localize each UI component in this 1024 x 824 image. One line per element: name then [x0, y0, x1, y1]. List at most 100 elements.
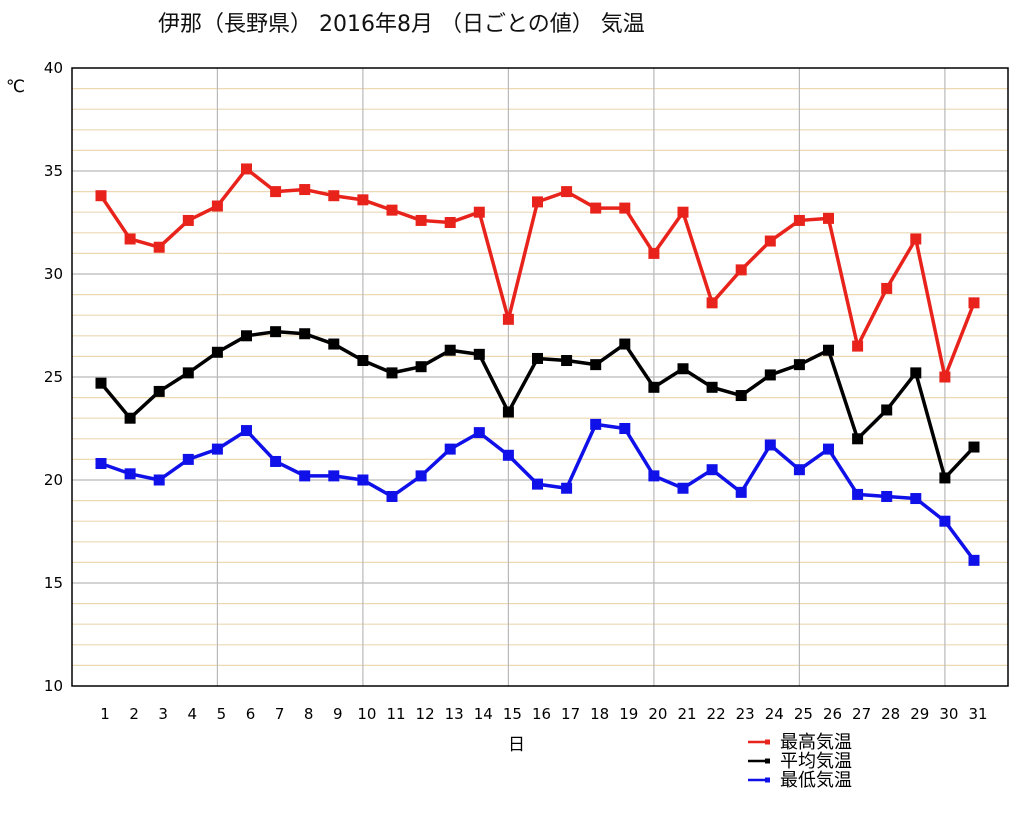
data-point	[328, 338, 340, 350]
data-point	[706, 297, 718, 309]
y-axis-unit: ℃	[6, 77, 25, 97]
data-point	[648, 247, 660, 259]
data-point	[124, 468, 136, 480]
x-tick-label: 13	[445, 705, 464, 723]
data-point	[153, 474, 165, 486]
data-point	[211, 200, 223, 212]
data-point	[764, 439, 776, 451]
data-point	[968, 554, 980, 566]
x-tick-label: 21	[677, 705, 696, 723]
data-point	[444, 344, 456, 356]
data-point	[182, 214, 194, 226]
data-point	[561, 186, 573, 198]
data-point	[677, 482, 689, 494]
data-point	[648, 381, 660, 393]
y-tick-label: 30	[44, 265, 63, 283]
y-tick-label: 40	[44, 59, 63, 77]
x-tick-label: 25	[794, 705, 813, 723]
x-tick-label: 11	[386, 705, 405, 723]
data-point	[852, 433, 864, 445]
x-tick-label: 10	[357, 705, 376, 723]
data-point	[270, 455, 282, 467]
data-point	[823, 212, 834, 224]
data-point	[357, 194, 369, 206]
data-point	[823, 443, 834, 455]
data-point	[95, 458, 107, 470]
data-point	[939, 472, 951, 484]
legend-label: 平均気温	[780, 751, 852, 772]
data-point	[211, 443, 223, 455]
data-point	[241, 425, 252, 437]
data-point	[735, 486, 747, 498]
series-line	[100, 422, 976, 562]
legend-item: 最低気温	[748, 770, 852, 791]
legend-label: 最高気温	[780, 732, 852, 753]
data-point	[968, 297, 980, 309]
data-point	[881, 282, 893, 294]
data-point	[852, 340, 864, 352]
x-tick-label: 9	[333, 705, 343, 723]
y-tick-label: 10	[44, 677, 63, 695]
data-point	[241, 330, 252, 342]
series-group	[95, 163, 980, 383]
x-tick-label: 29	[910, 705, 929, 723]
data-point	[182, 367, 194, 379]
y-tick-label: 20	[44, 471, 63, 489]
data-point	[270, 186, 282, 198]
data-point	[677, 206, 689, 218]
x-tick-label: 20	[648, 705, 667, 723]
data-point	[619, 338, 631, 350]
y-tick-label: 35	[44, 162, 63, 180]
data-point	[677, 363, 689, 375]
data-point	[561, 482, 573, 494]
data-point	[939, 515, 951, 527]
legend-marker	[765, 739, 770, 745]
data-point	[357, 355, 369, 367]
data-point	[95, 377, 107, 389]
data-point	[968, 441, 980, 453]
data-point	[415, 214, 427, 226]
data-point	[852, 488, 864, 500]
data-point	[473, 427, 485, 439]
data-point	[444, 217, 456, 228]
data-point	[182, 453, 194, 465]
x-tick-label: 12	[416, 705, 435, 723]
x-tick-label: 17	[561, 705, 580, 723]
data-point	[299, 470, 311, 482]
series-group	[95, 418, 980, 566]
x-tick-label: 16	[532, 705, 551, 723]
x-tick-label: 19	[619, 705, 638, 723]
data-point	[473, 348, 485, 360]
legend-item: 平均気温	[748, 751, 852, 772]
x-tick-label: 3	[158, 705, 168, 723]
x-tick-label: 26	[823, 705, 842, 723]
data-point	[910, 367, 922, 379]
series	[95, 163, 980, 566]
x-tick-label: 23	[736, 705, 755, 723]
x-tick-label: 18	[590, 705, 609, 723]
data-point	[502, 313, 514, 325]
chart-title: 伊那（長野県） 2016年8月 （日ごとの値） 気温	[158, 12, 645, 37]
data-point	[793, 214, 805, 226]
data-point	[153, 385, 165, 397]
data-point	[415, 361, 427, 373]
data-point	[386, 490, 398, 502]
data-point	[590, 418, 602, 430]
data-point	[735, 390, 747, 402]
x-tick-label: 27	[852, 705, 871, 723]
data-point	[793, 359, 805, 371]
data-point	[299, 184, 311, 196]
data-point	[124, 412, 136, 424]
x-tick-label: 24	[765, 705, 784, 723]
x-tick-label: 30	[939, 705, 958, 723]
legend-marker	[765, 758, 770, 764]
data-point	[95, 190, 107, 202]
y-tick-label: 15	[44, 574, 63, 592]
legend-label: 最低気温	[780, 770, 852, 791]
y-tick-label: 25	[44, 368, 63, 386]
data-point	[881, 404, 893, 416]
data-point	[561, 355, 573, 367]
x-tick-label: 28	[881, 705, 900, 723]
